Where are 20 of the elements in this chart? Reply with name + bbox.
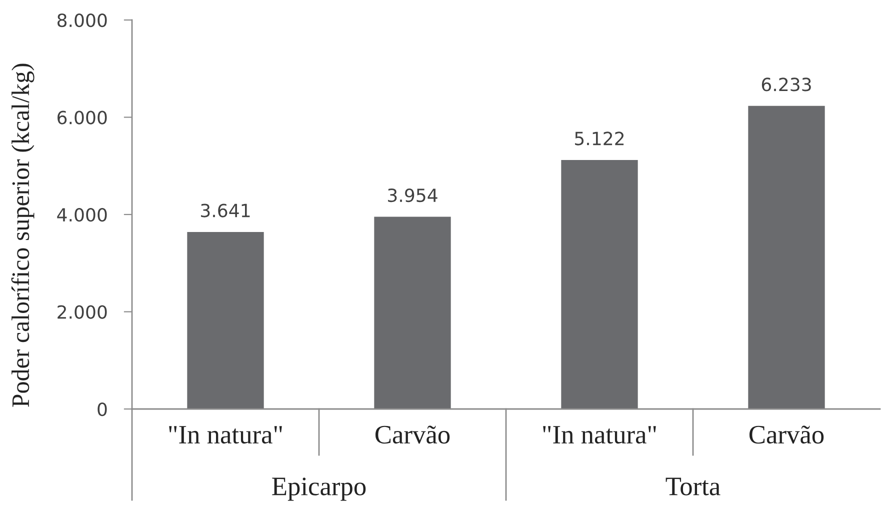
x-tick-label: "In natura" — [169, 426, 282, 444]
bar — [187, 232, 264, 409]
text: Torta — [666, 478, 720, 496]
y-axis-title: Poder calorífico superior (kcal/kg) — [11, 64, 34, 407]
y-tick-label: 8.000 — [58, 13, 107, 28]
data-label: 6.233 — [762, 78, 811, 92]
y-tick-label: 2.000 — [58, 305, 107, 319]
bar — [748, 106, 825, 409]
x-tick-label: Carvão — [375, 426, 450, 444]
x-tick-label: Carvão — [749, 426, 824, 444]
data-label: 5.122 — [575, 132, 624, 146]
y-tick-label: 0 — [98, 402, 107, 416]
y-tick-label: 6.000 — [58, 110, 107, 124]
data-label: 3.641 — [201, 204, 250, 218]
bar — [374, 216, 451, 409]
text: Epicarpo — [272, 478, 366, 501]
x-tick-label: "In natura" — [543, 426, 656, 444]
y-tick-label: 4.000 — [57, 208, 107, 222]
bar — [561, 160, 638, 409]
data-label: 3.954 — [388, 188, 438, 202]
